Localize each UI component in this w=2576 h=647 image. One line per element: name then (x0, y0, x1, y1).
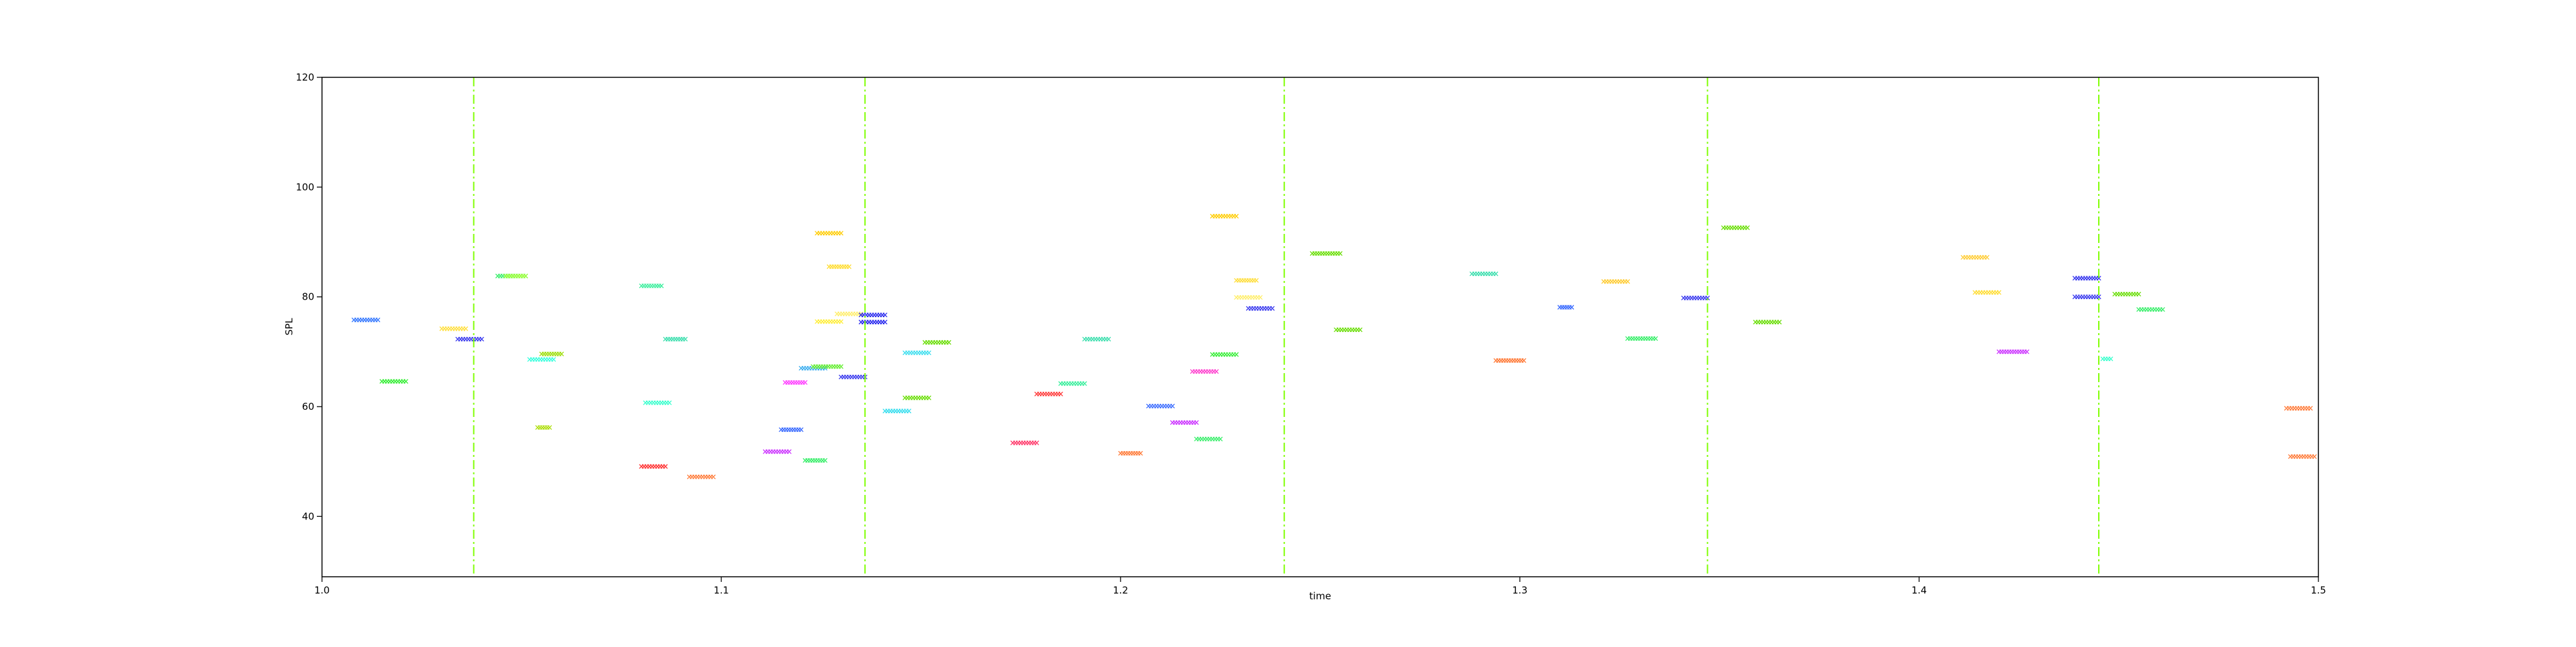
note-mark (1469, 271, 1499, 276)
note-mark (2287, 454, 2317, 459)
note-mark (503, 273, 528, 278)
note-mark (1753, 320, 1782, 325)
note-mark (687, 474, 716, 479)
y-tick-label: 60 (302, 401, 314, 412)
note-mark (1234, 295, 1263, 300)
note-mark (1493, 358, 1526, 363)
note-mark (643, 400, 672, 405)
note-mark (2112, 291, 2141, 297)
note-mark (1146, 403, 1175, 409)
note-mark (1681, 295, 1710, 301)
note-mark (527, 357, 556, 362)
note-mark (2284, 405, 2313, 411)
note-mark (379, 379, 408, 384)
note-mark (2136, 307, 2165, 312)
note-mark (815, 319, 844, 324)
note-mark (902, 395, 932, 401)
note-mark (539, 351, 564, 356)
x-tick-label: 1.3 (1512, 584, 1528, 596)
note-mark (1010, 440, 1039, 445)
note-mark (858, 313, 887, 318)
note-mark (439, 326, 468, 331)
note-mark (1721, 225, 1750, 231)
note-mark (1973, 290, 2002, 295)
x-axis-ticks: 1.0 1.1 1.2 1.3 1.4 1.5 (314, 577, 2326, 596)
note-mark (1234, 278, 1259, 283)
note-mark (810, 364, 844, 369)
x-axis-label: time (1309, 590, 1331, 602)
note-mark (1209, 352, 1239, 357)
note-mark (1334, 327, 1363, 333)
note-mark (815, 231, 844, 236)
note-mark (1557, 305, 1575, 310)
note-mark (1960, 255, 1990, 260)
note-mark (858, 320, 887, 325)
note-mark (1058, 381, 1087, 386)
note-mark (1625, 336, 1658, 342)
note-mark (639, 464, 668, 469)
note-mark (1209, 213, 1239, 219)
note-mark (1601, 279, 1631, 284)
x-tick-label: 1.0 (314, 584, 330, 596)
note-mark (2072, 294, 2101, 300)
note-mark (2100, 356, 2114, 362)
note-mark (1189, 369, 1219, 374)
note-mark (351, 317, 381, 323)
note-mark (779, 427, 804, 432)
note-mark (2072, 276, 2101, 281)
note-mark (922, 340, 952, 345)
note-mark (838, 374, 867, 380)
plot-frame (321, 77, 2319, 577)
note-mark (535, 425, 553, 430)
note-mark (639, 283, 664, 289)
x-tick-label: 1.2 (1113, 584, 1128, 596)
y-axis-ticks: 40 60 80 100 120 (296, 72, 322, 522)
x-tick-label: 1.4 (1911, 584, 1927, 596)
note-mark (1194, 436, 1223, 441)
note-mark (882, 409, 912, 414)
note-mark (1034, 391, 1063, 397)
note-mark (802, 458, 828, 463)
note-mark (1309, 251, 1343, 256)
note-mark (1082, 336, 1112, 342)
note-mark (1245, 305, 1275, 311)
y-tick-label: 120 (296, 72, 314, 83)
note-mark (902, 350, 932, 356)
note-mark (762, 449, 792, 454)
vertical-lines-layer (473, 77, 2099, 577)
note-mark (835, 311, 864, 316)
data-marks-layer (351, 213, 2317, 479)
note-mark (1118, 450, 1143, 456)
y-tick-label: 80 (302, 291, 314, 303)
note-mark (826, 264, 852, 269)
note-mark (663, 336, 688, 342)
x-tick-label: 1.1 (714, 584, 729, 596)
x-tick-label: 1.5 (2311, 584, 2326, 596)
y-tick-label: 40 (302, 510, 314, 522)
note-mark (1170, 420, 1199, 425)
note-mark (1996, 349, 2030, 354)
y-tick-label: 100 (296, 181, 314, 193)
note-mark (782, 380, 808, 385)
y-axis-label: SPL (283, 318, 295, 336)
